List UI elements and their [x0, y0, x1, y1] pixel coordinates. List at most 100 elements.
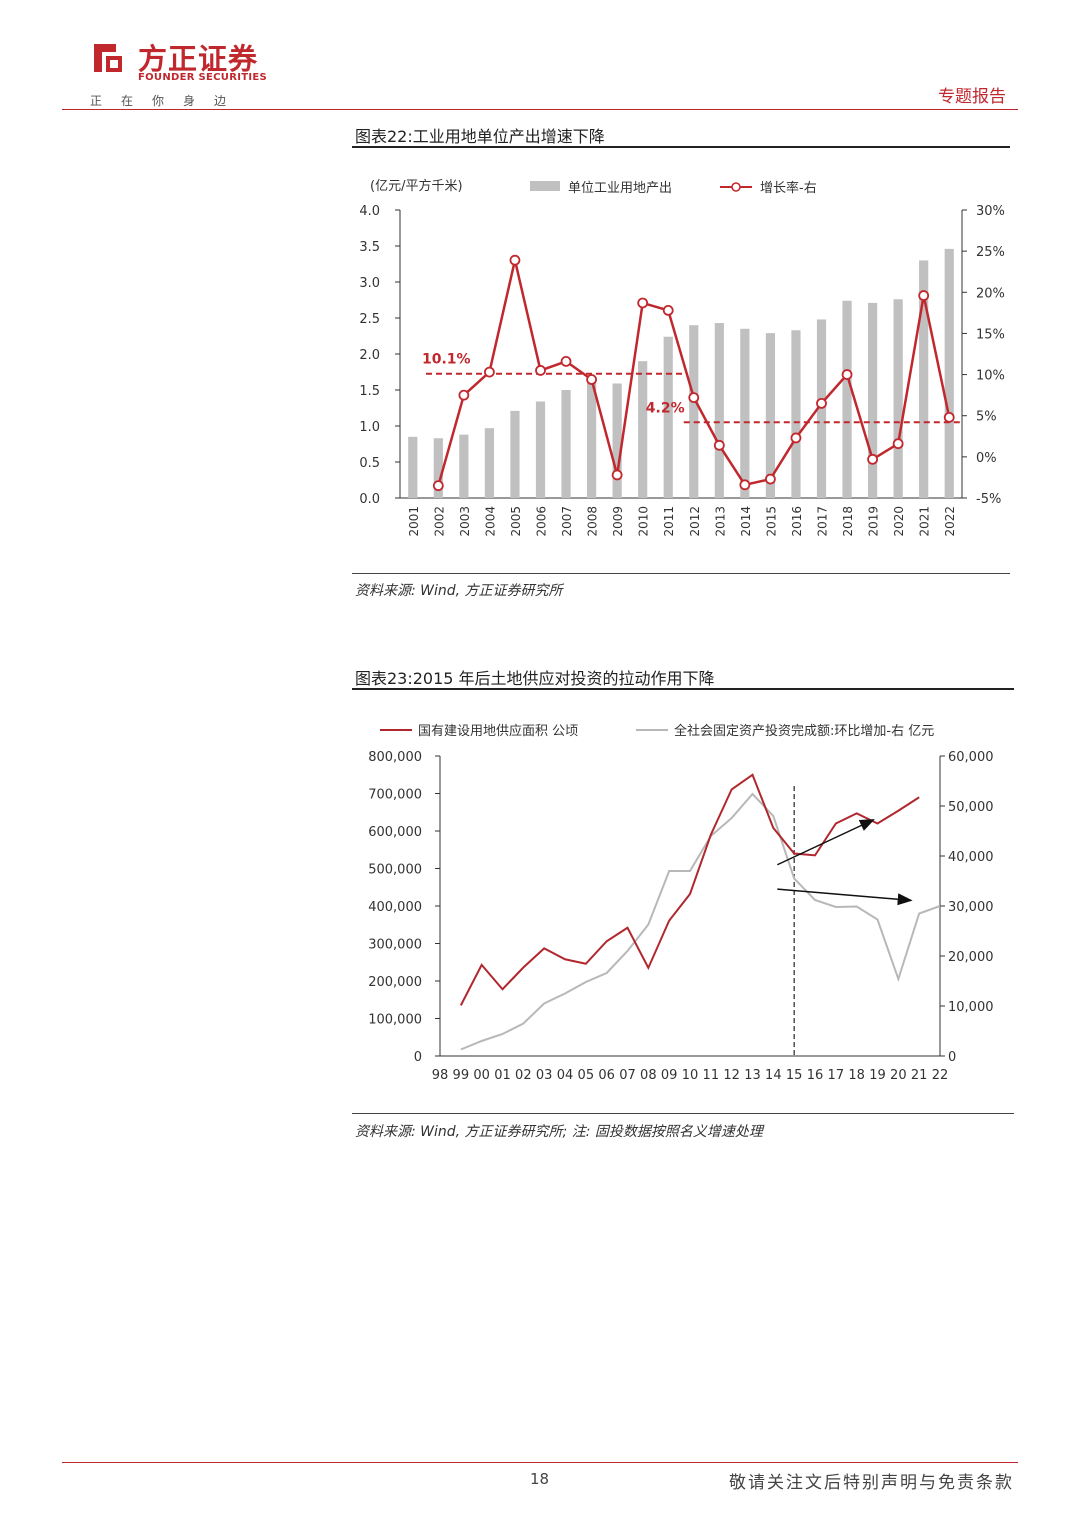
x-tick-label: 2018: [841, 506, 855, 537]
y-tick-label-left: 1.5: [359, 384, 380, 399]
bar: [944, 248, 954, 498]
x-tick-label: 12: [723, 1068, 740, 1083]
x-tick-label: 09: [661, 1068, 678, 1083]
y-tick-label-right: 15%: [976, 327, 1005, 342]
figure22-top-rule: [352, 146, 1010, 148]
x-tick-label: 17: [828, 1068, 845, 1083]
x-tick-label: 16: [807, 1068, 824, 1083]
x-tick-label: 2005: [509, 506, 523, 537]
growth-point: [765, 473, 776, 485]
page-number: 18: [530, 1470, 550, 1488]
x-tick-label: 18: [848, 1068, 865, 1083]
bar: [459, 434, 469, 498]
x-tick-label: 2022: [943, 506, 957, 537]
x-tick-label: 13: [744, 1068, 761, 1083]
y-tick-label-left: 2.0: [359, 348, 380, 363]
figure22-title: 图表22:工业用地单位产出增速下降: [355, 127, 605, 146]
bar: [561, 390, 571, 498]
y-tick-label-left: 4.0: [359, 204, 380, 219]
growth-point: [816, 397, 827, 409]
y-tick-label-left: 0.5: [359, 456, 380, 471]
bar: [586, 381, 597, 498]
x-tick-label: 2001: [407, 506, 421, 537]
x-tick-label: 2015: [764, 506, 778, 537]
x-tick-label: 15: [786, 1068, 803, 1083]
report-type-label: 专题报告: [938, 87, 1006, 107]
legend-swatch-bar: [530, 181, 560, 191]
x-tick-label: 2003: [458, 506, 472, 537]
figure22-chart: (亿元/平方千米) 单位工业用地产出 增长率-右 0.0 0.5 1.0 1.5 2.0 2.5…: [359, 178, 1005, 537]
y-tick-label-left: 300,000: [368, 938, 422, 953]
figure23-chart: 国有建设用地供应面积 公顷 全社会固定资产投资完成额:环比增加-右 亿元 0 100,…: [368, 723, 994, 1083]
y-tick-label-right: 0: [948, 1050, 956, 1065]
x-tick-label: 04: [557, 1068, 574, 1083]
x-tick-label: 02: [515, 1068, 532, 1083]
y-tick-label-left: 3.0: [359, 276, 380, 291]
bar: [612, 383, 622, 498]
figure22-source: 资料来源: Wind, 方正证券研究所: [355, 583, 563, 599]
y-tick-label-right: 0%: [976, 451, 997, 466]
y-tick-label-left: 200,000: [368, 975, 422, 990]
growth-point: [484, 366, 495, 378]
legend-label-series1: 国有建设用地供应面积 公顷: [418, 723, 578, 739]
growth-point: [535, 365, 546, 376]
y-tick-label-right: 25%: [976, 245, 1005, 260]
y-tick-label-left: 800,000: [368, 750, 422, 765]
bar: [433, 438, 443, 498]
founder-logo-icon: [94, 44, 122, 72]
x-tick-label: 2019: [867, 506, 881, 537]
y-tick-label-left: 600,000: [368, 825, 422, 840]
growth-point: [611, 469, 623, 481]
legend-marker-line: [731, 182, 741, 192]
growth-point: [586, 374, 597, 385]
footer-divider: [62, 1462, 1018, 1463]
x-tick-label: 20: [890, 1068, 907, 1083]
x-tick-label: 14: [765, 1068, 782, 1083]
legend-label-line: 增长率-右: [760, 180, 817, 196]
figure23-title: 图表23:2015 年后土地供应对投资的拉动作用下降: [355, 669, 715, 688]
x-tick-label: 00: [473, 1068, 490, 1083]
bar: [535, 401, 546, 498]
y-tick-label-left: 1.0: [359, 420, 380, 435]
bar: [510, 410, 520, 498]
x-tick-label: 2013: [713, 506, 727, 537]
trend-arrow-flat: [777, 888, 913, 906]
growth-point: [637, 297, 649, 309]
bar: [893, 299, 903, 498]
y-tick-label-left: 500,000: [368, 863, 422, 878]
y-tick-label-right: 60,000: [948, 750, 994, 765]
trend-arrow-up: [777, 819, 875, 866]
x-tick-label: 2020: [892, 506, 906, 537]
growth-point: [739, 479, 751, 491]
x-tick-label: 11: [703, 1068, 720, 1083]
average-label: 4.2%: [646, 400, 685, 416]
y-tick-label-right: 20,000: [948, 950, 994, 965]
y-tick-label-right: 50,000: [948, 800, 994, 815]
bar: [408, 436, 418, 498]
x-tick-label: 2006: [535, 506, 549, 537]
growth-point: [943, 411, 955, 423]
y-tick-label-right: 10%: [976, 369, 1005, 384]
bar: [714, 323, 724, 498]
x-tick-label: 08: [640, 1068, 657, 1083]
x-tick-label: 01: [494, 1068, 511, 1083]
brand-name-cn: 方正证券: [138, 42, 259, 76]
unit-label: (亿元/平方千米): [370, 178, 463, 194]
y-tick-label-left: 700,000: [368, 788, 422, 803]
investment-line: [460, 792, 941, 1051]
y-tick-label-left: 0: [414, 1050, 422, 1065]
growth-point: [918, 290, 930, 301]
disclaimer-link[interactable]: 敬请关注文后特别声明与免责条款: [729, 1473, 1014, 1493]
bar: [740, 328, 750, 498]
x-tick-label: 2017: [816, 506, 830, 537]
figure23-source: 资料来源: Wind, 方正证券研究所; 注: 固投数据按照名义增速处理: [355, 1124, 763, 1140]
figure23-top-rule: [352, 688, 1014, 690]
y-tick-label-right: 10,000: [948, 1000, 994, 1015]
growth-point: [892, 438, 904, 450]
y-tick-label-left: 400,000: [368, 900, 422, 915]
x-tick-label: 21: [911, 1068, 928, 1083]
growth-point: [841, 369, 853, 380]
x-tick-label: 19: [869, 1068, 886, 1083]
growth-point: [509, 254, 521, 266]
bar: [638, 361, 648, 498]
